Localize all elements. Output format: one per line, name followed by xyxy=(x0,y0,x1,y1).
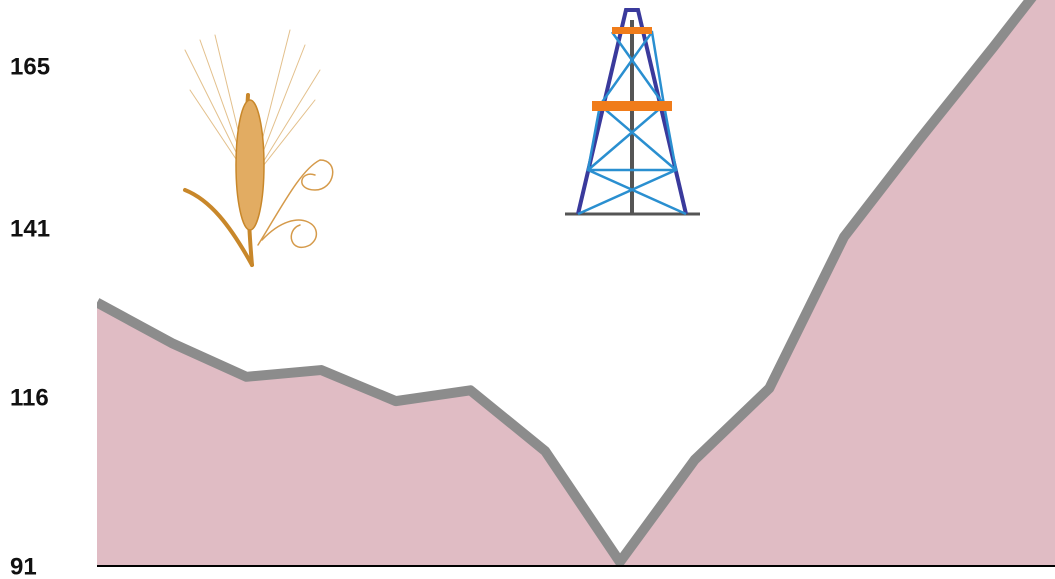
area-line xyxy=(97,0,1037,567)
area-fill xyxy=(97,0,1055,566)
y-tick-label: 116 xyxy=(10,384,49,411)
y-tick-label: 91 xyxy=(10,553,37,579)
oil-rig-icon xyxy=(565,8,700,216)
wheat-icon xyxy=(183,29,334,267)
plot-area xyxy=(97,0,1055,567)
y-tick-label: 141 xyxy=(10,215,50,242)
y-tick-label: 165 xyxy=(10,53,50,80)
